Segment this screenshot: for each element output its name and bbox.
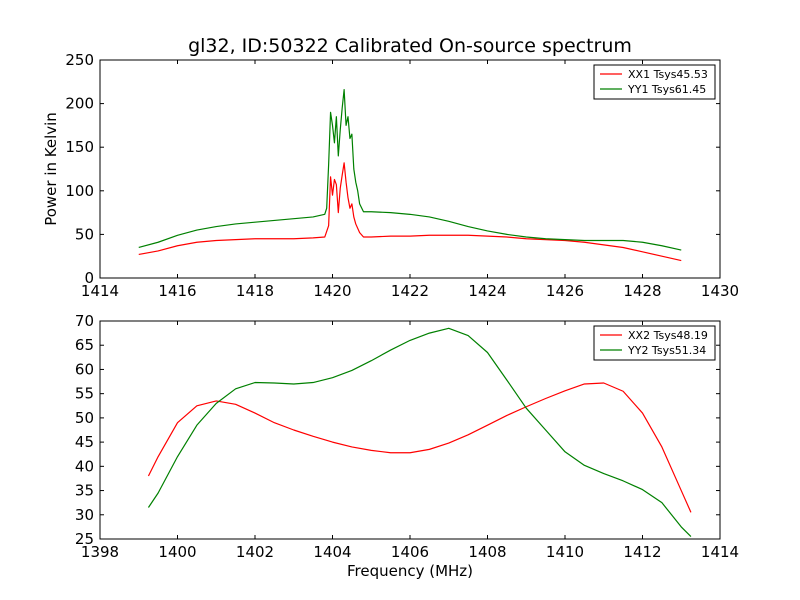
x-tick-label: 1412	[623, 543, 661, 561]
series-line-1-1	[138, 162, 682, 262]
x-tick-label: 1406	[391, 543, 429, 561]
y-tick-label: 50	[75, 225, 94, 243]
legend-label-2: YY2 Tsys51.34	[627, 344, 706, 357]
y-tick-label: 60	[75, 360, 94, 378]
y-tick-label: 50	[75, 409, 94, 427]
x-axis-label: Frequency (MHz)	[347, 562, 473, 580]
x-tick-label: 1428	[623, 282, 661, 300]
x-tick-label: 1414	[701, 543, 739, 561]
y-tick-label: 45	[75, 433, 94, 451]
x-tick-label: 1426	[546, 282, 584, 300]
y-tick-label: 40	[75, 457, 94, 475]
legend-label-1: XX1 Tsys45.53	[628, 68, 708, 81]
y-tick-label: 70	[75, 312, 94, 330]
y-tick-label: 200	[65, 95, 94, 113]
x-tick-label: 1416	[158, 282, 196, 300]
legend-label-2: YY1 Tsys61.45	[627, 83, 706, 96]
legend-label-1: XX2 Tsys48.19	[628, 329, 708, 342]
legend-box	[593, 325, 716, 361]
y-tick-label: 150	[65, 138, 94, 156]
top-panel: 1414 1416 1418 1420 1422 1424 1426 1428 1430 0 50 1…	[42, 51, 739, 300]
x-tick-label: 1400	[158, 543, 196, 561]
x-tick-label: 1410	[546, 543, 584, 561]
x-tick-label: 1414	[81, 282, 119, 300]
x-tick-label: 1404	[313, 543, 351, 561]
x-tick-label: 1418	[236, 282, 274, 300]
y-tick-label: 250	[65, 51, 94, 69]
y-tick-label: 0	[84, 269, 94, 287]
y-tick-label: 100	[65, 182, 94, 200]
y-axis-label: Power in Kelvin	[42, 112, 60, 226]
bottom-panel: 1398 1400 1402 1404 1406 1408 1410 1412 1414 25 30…	[75, 312, 739, 580]
y-tick-label: 55	[75, 385, 94, 403]
series-line-2-2	[147, 327, 692, 538]
y-tick-label: 25	[75, 530, 94, 548]
x-tick-label: 1398	[81, 543, 119, 561]
x-tick-label: 1408	[468, 543, 506, 561]
x-tick-label: 1424	[468, 282, 506, 300]
figure-title: gl32, ID:50322 Calibrated On-source spec…	[188, 35, 632, 57]
x-tick-label: 1430	[701, 282, 739, 300]
series-line-2-1	[147, 382, 692, 513]
legend-box	[593, 64, 716, 100]
series-line-1-2	[138, 89, 682, 251]
x-tick-label: 1402	[236, 543, 274, 561]
x-tick-label: 1420	[313, 282, 351, 300]
y-tick-label: 65	[75, 336, 94, 354]
y-tick-label: 35	[75, 482, 94, 500]
y-tick-label: 30	[75, 506, 94, 524]
x-tick-label: 1422	[391, 282, 429, 300]
